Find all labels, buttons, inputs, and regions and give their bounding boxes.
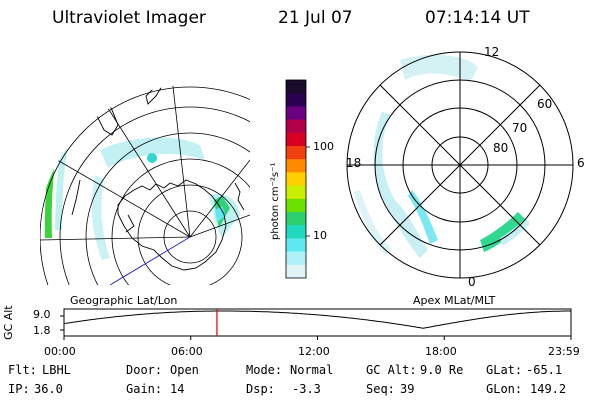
colorbar-segment [286, 146, 306, 160]
alt-xtick-0000: 00:00 [44, 345, 76, 358]
altitude-curve [63, 310, 571, 329]
observation-time: 07:14:14 UT [425, 8, 530, 28]
left-panel-caption: Geographic Lat/Lon [70, 294, 178, 307]
alt-xtick-0600: 06:00 [171, 345, 203, 358]
glon-value: 149.2 [530, 382, 567, 396]
colorbar-segment [286, 251, 306, 266]
alt-ytick-high: 9.0 [33, 308, 51, 321]
flt-value: LBHL [42, 363, 71, 377]
mode-label: Mode: [246, 363, 283, 377]
mlt-label-0: 0 [468, 275, 476, 289]
colorbar-segment [286, 225, 306, 239]
colorbar-segment [286, 93, 306, 107]
seq-label: Seq: [366, 382, 395, 396]
colorbar-segment [286, 198, 306, 213]
right-panel-caption: Apex MLat/MLT [413, 294, 496, 307]
dsp-label: Dsp: [246, 382, 275, 396]
colorbar-segment [286, 172, 306, 187]
instrument-title: Ultraviolet Imager [52, 8, 206, 28]
colorbar-segment [286, 159, 306, 173]
mlt-label-18: 18 [346, 156, 362, 170]
gain-value: 14 [170, 382, 185, 396]
colorbar-segment [286, 264, 306, 279]
geographic-map [40, 85, 250, 285]
colorbar-segment [286, 106, 306, 121]
door-label: Door: [126, 363, 163, 377]
alt-ytick-low: 1.8 [33, 324, 51, 337]
door-value: Open [170, 363, 199, 377]
mlt-label-6: 6 [577, 156, 585, 170]
colorbar-frame [285, 79, 307, 279]
ip-label: IP: [8, 382, 30, 396]
colorbar-segment [286, 132, 306, 147]
colorbar-segment [286, 212, 306, 226]
colorbar-unit: photon cm⁻²s⁻¹ [270, 163, 281, 240]
ip-value: 36.0 [34, 382, 63, 396]
colorbar-segment [286, 185, 306, 200]
alt-xtick-1800: 18:00 [425, 345, 457, 358]
seq-value: 39 [400, 382, 415, 396]
alt-xtick-2359: 23:59 [548, 345, 580, 358]
mlat-label-80: 80 [493, 141, 509, 155]
alt-xtick-1200: 12:00 [298, 345, 330, 358]
mlat-label-60: 60 [537, 97, 553, 111]
glon-label: GLon: [486, 382, 523, 396]
gcalt-label: GC Alt: [366, 363, 417, 377]
colorbar [285, 79, 310, 279]
mlat-label-70: 70 [512, 121, 528, 135]
glat-value: -65.1 [526, 363, 563, 377]
colorbar-segment [286, 119, 306, 134]
mlt-label-12: 12 [484, 45, 500, 59]
observation-date: 21 Jul 07 [278, 8, 353, 28]
gain-label: Gain: [126, 382, 163, 396]
aurora-oval-left [44, 96, 68, 238]
mode-value: Normal [290, 363, 334, 377]
glat-label: GLat: [486, 363, 523, 377]
dsp-value: -3.3 [292, 382, 321, 396]
gcalt-value: 9.0 Re [420, 363, 464, 377]
apex-polar-plot [346, 51, 574, 279]
colorbar-segment [286, 238, 306, 253]
colorbar-tick-100: 100 [313, 140, 334, 153]
colorbar-tick-10: 10 [313, 229, 327, 242]
colorbar-segment [286, 80, 306, 94]
flt-label: Flt: [8, 363, 37, 377]
alt-ylabel: GC Alt [2, 305, 15, 340]
altitude-plot [60, 308, 572, 340]
